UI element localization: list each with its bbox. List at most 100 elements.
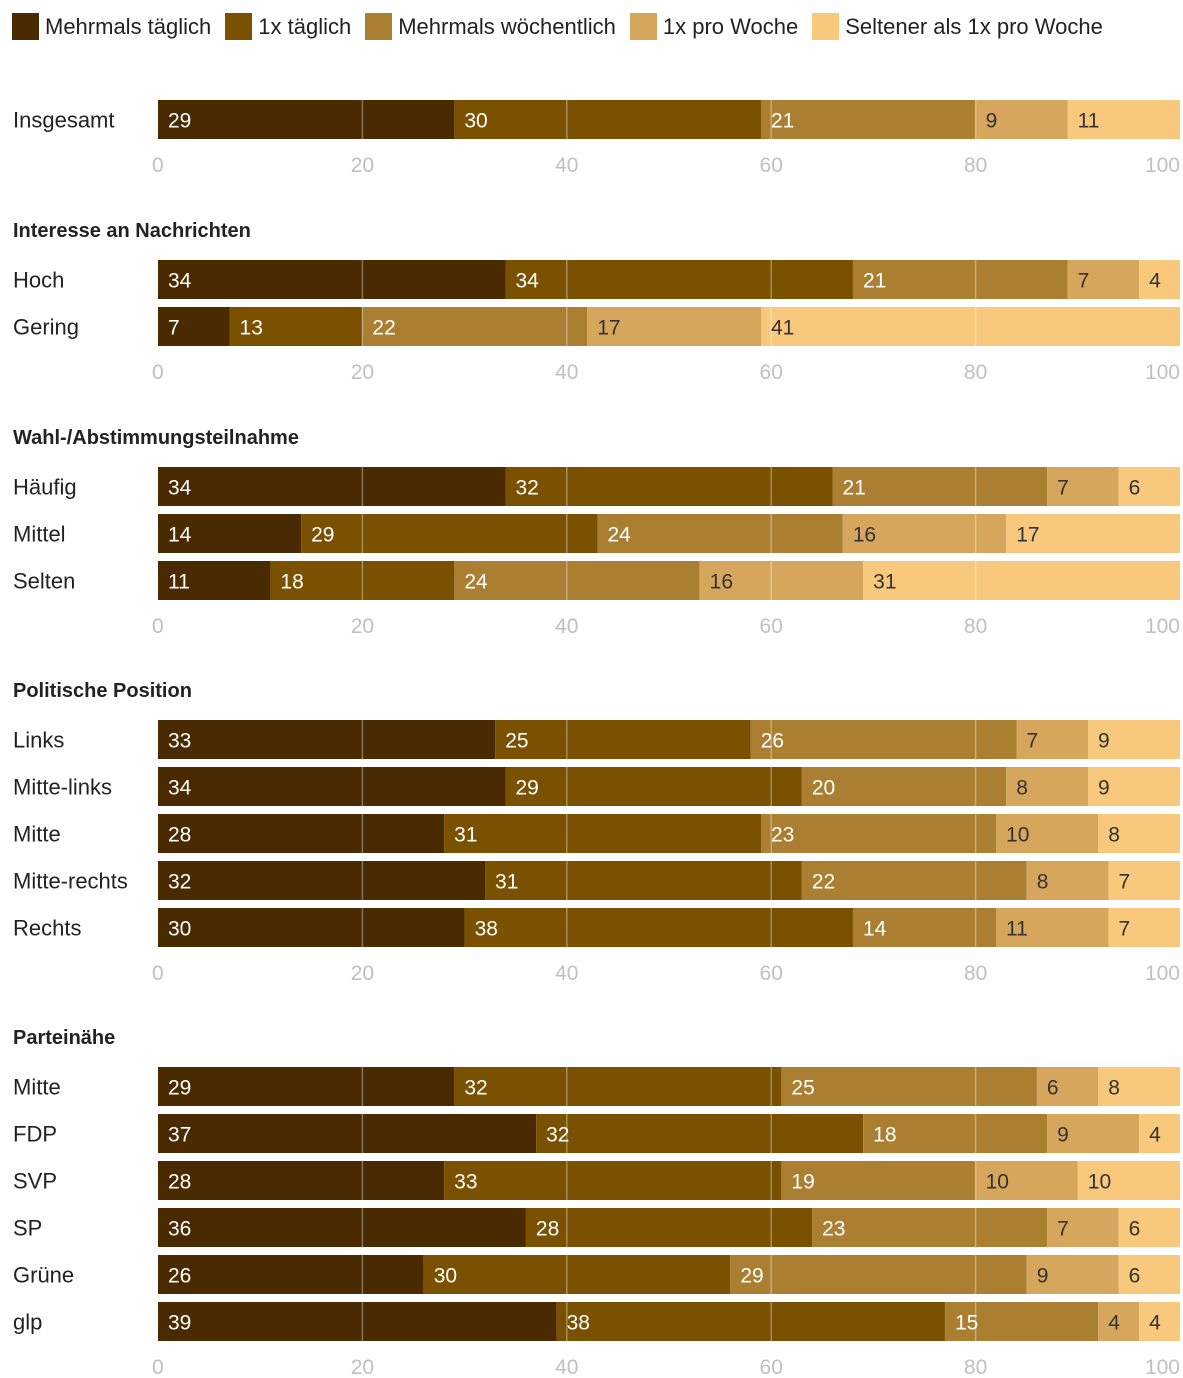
bar-segment [270,561,455,600]
value-label: 21 [771,110,794,133]
bar-segment [1047,1114,1140,1153]
bar-segment [1026,861,1109,900]
row-label: Links [13,728,64,753]
legend-item: 1x täglich [225,13,351,40]
row-label: Selten [13,569,75,594]
row-label: Rechts [13,916,81,941]
bar-segment [801,861,1027,900]
value-label: 33 [454,1171,477,1194]
bar-segment [812,1208,1048,1247]
bar-segment [863,1114,1048,1153]
value-label: 30 [464,110,487,133]
value-label: 34 [168,477,192,500]
value-label: 32 [546,1124,569,1147]
value-label: 8 [1037,871,1049,894]
bar-segment [495,720,751,759]
bar-segment [781,1161,976,1200]
value-label: 7 [1118,918,1130,941]
bar-segment [1067,260,1140,299]
value-label: 29 [168,1077,191,1100]
value-label: 25 [791,1077,814,1100]
bar-segment [505,767,802,806]
value-label: 17 [1016,524,1039,547]
value-label: 28 [168,1171,191,1194]
legend-swatch [812,13,840,40]
value-label: 26 [761,730,784,753]
bar-segment [760,814,997,853]
value-label: 11 [1078,110,1100,133]
bar-segment [996,814,1099,853]
bar-segment [1088,720,1180,759]
x-tick-label: 100 [1145,361,1180,384]
value-label: 22 [372,317,395,340]
bar-segment [1067,100,1180,139]
x-tick-label: 80 [964,962,987,985]
bar-segment [760,307,1180,346]
value-label: 14 [863,918,887,941]
value-label: 32 [515,477,538,500]
row-label: Häufig [13,475,77,500]
bar-segment [1016,720,1089,759]
value-label: 9 [1098,777,1110,800]
value-label: 6 [1129,477,1141,500]
bar-segment [1047,467,1119,506]
bar-segment [505,467,833,506]
group-title: Wahl-/Abstimmungsteilnahme [13,427,299,449]
value-label: 17 [597,317,620,340]
bar-segment [801,767,1007,806]
bar-segment [454,561,700,600]
x-tick-label: 80 [964,154,987,177]
value-label: 6 [1129,1218,1141,1241]
value-label: 30 [168,918,191,941]
bar-segment [158,514,302,553]
value-label: 11 [1006,918,1028,941]
value-label: 9 [1037,1265,1049,1288]
row-label: Mittel [13,522,66,547]
value-label: 7 [1057,1218,1069,1241]
x-tick-label: 0 [152,361,164,384]
bar-segment [362,307,588,346]
bar-segment [158,307,230,346]
value-label: 6 [1129,1265,1141,1288]
legend-item: Mehrmals täglich [12,13,211,40]
row-label: SP [13,1216,42,1241]
value-label: 7 [1078,270,1090,293]
x-tick-label: 80 [964,615,987,638]
value-label: 10 [1088,1171,1111,1194]
bar-segment [158,908,465,947]
value-label: 15 [955,1312,978,1335]
value-label: 22 [812,871,835,894]
bar-segment [730,1255,1027,1294]
row-label: Mitte [13,1075,61,1100]
value-label: 9 [1098,730,1110,753]
value-label: 19 [791,1171,814,1194]
value-label: 7 [1118,871,1130,894]
bar-segment [1006,514,1180,553]
bar-segment [1118,1255,1180,1294]
bar-segment [1108,908,1180,947]
x-tick-label: 0 [152,615,164,638]
legend-swatch [365,13,393,40]
bar-segment [852,908,997,947]
bar-segment [1118,467,1180,506]
x-tick-label: 80 [964,1356,987,1378]
value-label: 34 [168,270,192,293]
bar-segment [525,1208,813,1247]
x-tick-label: 100 [1145,615,1180,638]
bar-segment [229,307,363,346]
value-label: 8 [1108,1077,1120,1100]
value-label: 9 [1057,1124,1069,1147]
value-label: 23 [822,1218,845,1241]
bar-segment [852,260,1068,299]
value-label: 24 [464,571,488,594]
bar-segment [158,1067,455,1106]
bar-segment [1047,1208,1119,1247]
x-tick-label: 40 [555,1356,578,1378]
legend-swatch [629,13,657,40]
bar-segment [996,908,1109,947]
value-label: 13 [240,317,263,340]
bar-segment [423,1255,731,1294]
value-label: 38 [567,1312,590,1335]
value-label: 29 [311,524,334,547]
x-tick-label: 100 [1145,1356,1180,1378]
